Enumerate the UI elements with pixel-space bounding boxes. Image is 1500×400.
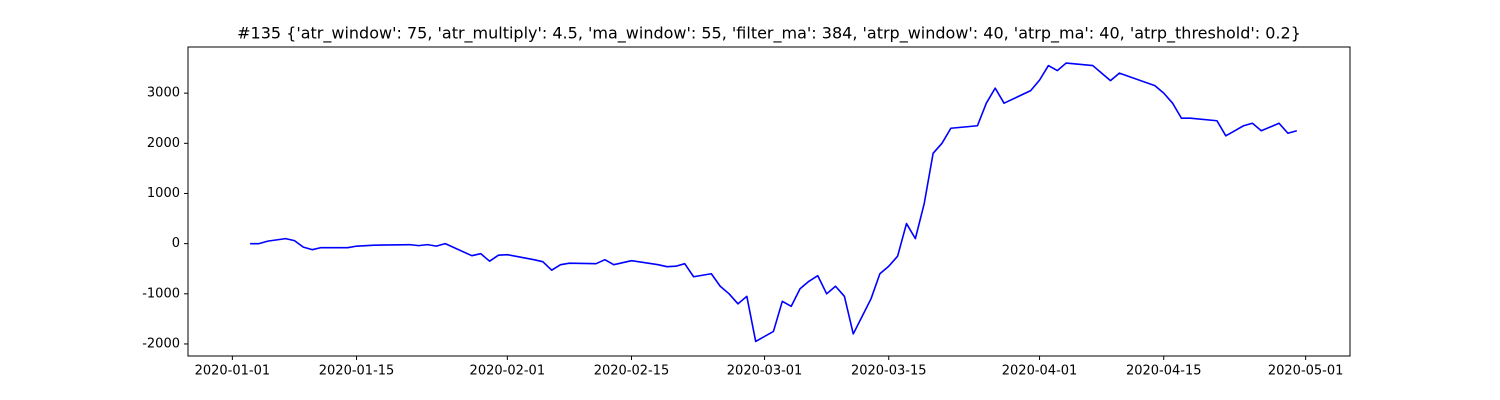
y-tick-label: 3000: [147, 86, 180, 101]
x-tick-label: 2020-03-01: [727, 364, 803, 379]
x-tick-label: 2020-02-01: [470, 364, 546, 379]
y-tick-label: -2000: [142, 336, 180, 351]
x-tick-label: 2020-04-15: [1126, 364, 1202, 379]
data-line: [250, 62, 1297, 343]
x-tick-label: 2020-03-15: [851, 364, 927, 379]
y-tick-label: 2000: [147, 136, 180, 151]
plot-frame: [187, 46, 1351, 357]
y-tick-label: -1000: [142, 286, 180, 301]
y-tick-label: 1000: [147, 186, 180, 201]
y-tick-label: 0: [172, 236, 180, 251]
x-tick-label: 2020-02-15: [594, 364, 670, 379]
x-tick-label: 2020-04-01: [1002, 364, 1078, 379]
x-tick-label: 2020-01-01: [195, 364, 271, 379]
x-tick-label: 2020-05-01: [1268, 364, 1344, 379]
chart-title: #135 {'atr_window': 75, 'atr_multiply': …: [237, 24, 1301, 44]
x-tick-label: 2020-01-15: [319, 364, 395, 379]
